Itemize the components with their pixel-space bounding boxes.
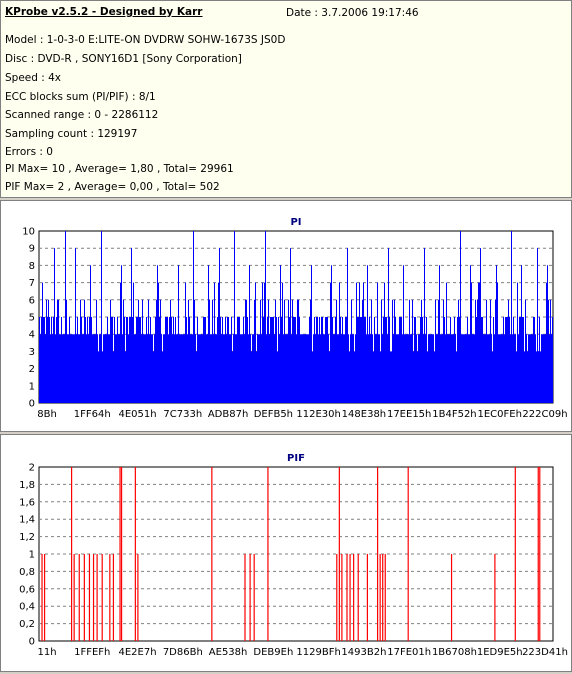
x-tick-label: 1493B2h [341,647,386,658]
x-tick-label: 1FF64h [74,409,111,420]
y-tick-label: 3 [29,347,35,358]
speed-line: Speed : 4x [5,72,62,84]
x-tick-label: 223D41h [522,647,568,658]
y-tick-label: 1 [29,381,35,392]
y-tick-label: 2 [29,463,35,474]
errors-line: Errors : 0 [5,146,53,158]
pi-summary-line: PI Max= 10 , Average= 1,80 , Total= 2996… [5,163,234,175]
y-tick-label: 0,4 [19,602,35,613]
y-tick-label: 1,8 [19,480,35,491]
y-tick-label: 5 [29,313,35,324]
pi-series [39,231,553,403]
y-tick-label: 4 [29,330,35,341]
y-tick-label: 9 [29,244,35,255]
y-tick-label: 0 [29,637,35,648]
y-tick-label: 0 [29,399,35,410]
y-tick-label: 8 [29,261,35,272]
y-tick-label: 6 [29,295,35,306]
x-tick-label: 112E30h [296,409,340,420]
x-tick-label: 7C733h [163,409,202,420]
x-tick-label: 8Bh [37,409,57,420]
pi-chart-panel: 0 1 2 3 4 5 6 7 8 9 10 8Bh 1FF64h 4E051h 7C733h ADB87h D… [0,200,572,432]
pif-summary-line: PIF Max= 2 , Average= 0,00 , Total= 502 [5,181,220,193]
x-tick-label: 17EE15h [387,409,431,420]
x-tick-label: 1B4F52h [432,409,476,420]
x-tick-label: 7D86Bh [163,647,203,658]
chart-title: PI [290,217,301,228]
y-tick-label: 1,2 [19,532,35,543]
pif-series [41,467,541,641]
chart-title: PIF [287,453,305,464]
disc-line: Disc : DVD-R , SONY16D1 [Sony Corporatio… [5,53,242,65]
ecc-line: ECC blocks sum (PI/PIF) : 8/1 [5,91,156,103]
plot-area [38,466,554,642]
model-line: Model : 1-0-3-0 E:LITE-ON DVDRW SOHW-167… [5,34,286,46]
x-tick-label: ADB87h [208,409,248,420]
y-tick-label: 7 [29,278,35,289]
sampling-line: Sampling count : 129197 [5,128,138,140]
y-tick-label: 0,6 [19,584,35,595]
y-tick-label: 1,6 [19,497,35,508]
x-tick-label: 1B6708h [432,647,477,658]
x-tick-label: 1ED9E5h [477,647,523,658]
y-tick-label: 10 [22,227,35,238]
x-tick-label: AE538h [209,647,248,658]
x-tick-label: 1129BFh [296,647,340,658]
pif-chart: 0 0,2 0,4 0,6 0,8 1 1,2 1,4 1,6 1,8 2 11h 1FFEFh 4E2E… [19,453,568,658]
x-tick-label: 148E38h [342,409,386,420]
range-line: Scanned range : 0 - 2286112 [5,109,159,121]
pif-chart-panel: 0 0,2 0,4 0,6 0,8 1 1,2 1,4 1,6 1,8 2 11h 1FFEFh 4E2E… [0,434,572,672]
x-tick-label: 222C09h [522,409,567,420]
x-tick-label: 1FFEFh [74,647,110,658]
y-tick-label: 0,8 [19,567,35,578]
x-tick-label: 4E2E7h [119,647,157,658]
x-tick-label: 11h [37,647,56,658]
y-tick-label: 1 [29,550,35,561]
y-tick-label: 2 [29,364,35,375]
y-tick-label: 0,2 [19,619,35,630]
app-title: KProbe v2.5.2 - Designed by Karr [5,6,203,18]
x-tick-label: 17FE01h [387,647,431,658]
info-panel: KProbe v2.5.2 - Designed by Karr Date : … [0,0,572,198]
pi-chart: 0 1 2 3 4 5 6 7 8 9 10 8Bh 1FF64h 4E051h 7C733h ADB87h D… [22,217,567,420]
y-tick-label: 1,4 [19,515,35,526]
scan-date: Date : 3.7.2006 19:17:46 [286,7,419,19]
x-tick-label: 4E051h [118,409,156,420]
x-tick-label: DEFB5h [254,409,293,420]
x-tick-label: 1EC0FEh [478,409,522,420]
x-tick-label: DEB9Eh [253,647,293,658]
